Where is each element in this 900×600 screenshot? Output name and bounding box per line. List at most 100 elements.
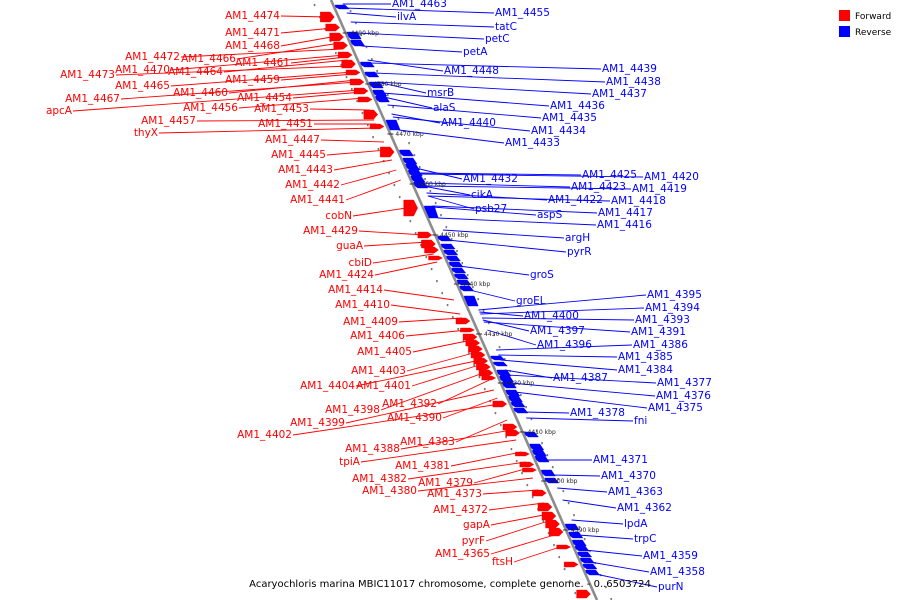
forward-leader-line [390,304,461,315]
forward-leader-line [309,108,370,111]
forward-leader-line [363,241,429,247]
guide-dot [409,220,412,223]
reverse-gene-label: AM1_4432 [463,173,518,185]
forward-leader-line [380,371,487,411]
reverse-leader-line [427,195,475,210]
forward-feature-arrow [353,87,369,95]
forward-gene-label: AM1_4451 [258,118,313,130]
forward-feature-arrow [478,369,494,377]
guide-dot [349,10,352,13]
guide-dot [546,454,549,457]
forward-feature-arrow [532,489,547,497]
forward-feature-arrow [357,96,373,103]
reverse-feature-arrow [399,149,414,157]
guide-dot [466,274,469,277]
reverse-leader-line [391,113,441,124]
reverse-gene-label: AM1_4448 [444,65,499,77]
reverse-leader-line [526,417,634,422]
guide-dot [510,448,513,451]
reverse-gene-label: psb27 [475,203,507,215]
forward-feature-arrow [473,357,489,365]
forward-leader-line [374,261,438,276]
reverse-gene-label: AM1_4417 [598,207,653,219]
forward-feature-arrow [563,561,579,568]
guide-dot [430,268,433,271]
guide-dot [392,106,394,109]
reverse-feature-arrow [443,249,459,256]
forward-feature-arrow [345,69,361,76]
forward-feature-arrow [541,511,557,521]
reverse-leader-line [377,81,427,94]
forward-gene-label: AM1_4401 [356,380,411,392]
scale-tick-label: 4400 kbp [549,478,577,485]
reverse-feature-arrow [440,243,456,250]
reverse-gene-label: ilvA [397,11,417,23]
forward-leader-line [513,545,564,563]
forward-feature-arrow [363,109,379,120]
reverse-leader-line [507,374,657,384]
forward-feature-arrow [417,231,433,239]
forward-gene-label: AM1_4456 [183,102,238,114]
reverse-gene-label: AM1_4363 [608,486,663,498]
guide-dot [418,166,421,169]
forward-leader-line [238,97,365,109]
guide-dot [578,526,581,529]
guide-dot [398,196,401,199]
reverse-gene-label: AM1_4386 [633,339,688,351]
guide-dot [360,34,363,37]
guide-dot [393,184,396,187]
forward-gene-label: AM1_4380 [362,485,417,497]
forward-leader-line [360,439,517,463]
reverse-leader-line [373,72,606,83]
reverse-feature-arrow [490,355,506,361]
guide-dot [413,154,416,157]
reverse-feature-arrow [513,407,529,414]
forward-leader-line [236,42,341,60]
reverse-gene-label: groEL [516,295,546,307]
backbone-line [329,0,599,600]
forward-leader-line [473,467,529,484]
reverse-gene-label: AM1_4391 [631,326,686,338]
guide-dot [567,502,570,505]
forward-leader-line [170,54,346,71]
reverse-feature-arrow [454,273,469,280]
tick-layer: 4490 kbp 4480 kbp 4470 kbp 4460 kbp 4450 kbp… [342,30,599,534]
reverse-leader-line [432,205,598,214]
guide-dot [436,280,438,283]
forward-feature-arrow [379,146,395,158]
forward-leader-line [196,119,375,122]
reverse-leader-line [479,311,524,317]
forward-gene-label: AM1_4410 [335,299,390,311]
guide-dot [429,190,432,193]
forward-gene-label: AM1_4409 [343,316,398,328]
reverse-leader-line [482,319,530,332]
forward-gene-label: AM1_4424 [319,269,374,281]
reverse-gene-label: AM1_4416 [597,219,652,231]
reverse-leader-line [417,172,582,176]
legend: Forward Reverse [839,10,892,38]
guide-dot [461,262,464,265]
reverse-leader-line [422,182,571,188]
reverse-feature-arrow [541,469,556,477]
reverse-gene-label: AM1_4418 [611,195,666,207]
guide-dot [530,418,533,421]
reverse-leader-line [383,96,433,109]
guide-dot [525,406,527,409]
guide-dot [445,226,448,229]
forward-leader-line [372,253,434,264]
forward-feature-arrow [337,51,353,59]
guide-dot [605,586,607,589]
guide-dot [441,292,444,295]
reverse-leader-line [500,359,618,371]
forward-leader-line [400,429,512,450]
label-layer: AM1_4474 AM1_4471AM1_4468AM1_4466AM1_4472… [46,0,712,593]
reverse-leader-line [355,32,485,40]
reverse-leader-line [514,391,648,409]
guide-dot [452,316,454,319]
forward-leader-line [280,35,338,47]
guide-dot [402,130,405,133]
reverse-feature-arrow [402,157,418,165]
scale-tick-label: 4460 kbp [418,181,446,188]
guide-dot [499,424,502,427]
